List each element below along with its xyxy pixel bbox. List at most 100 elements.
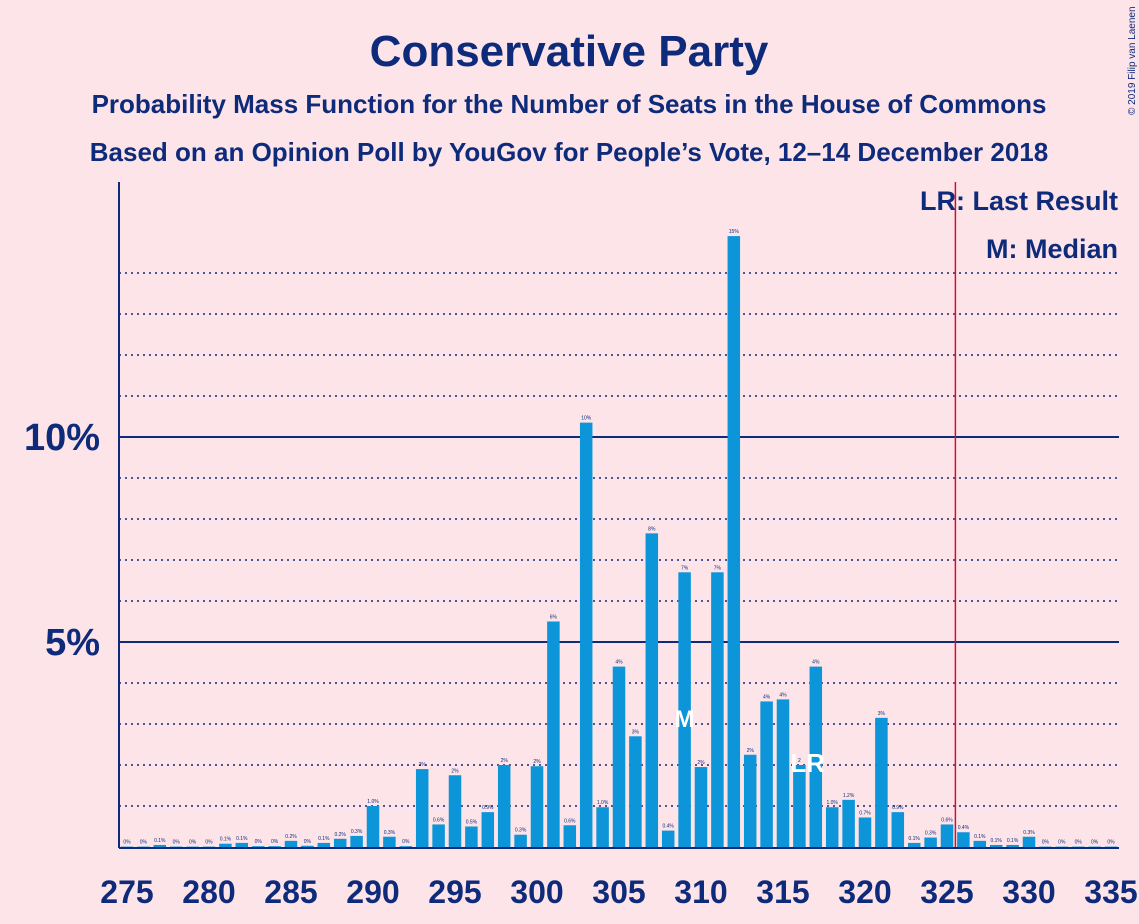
bar-286 (301, 845, 314, 847)
bar-323 (907, 842, 921, 847)
bar-314 (760, 701, 773, 847)
bar-label-295: 2% (451, 768, 459, 774)
bar-label-327: 0.1% (974, 834, 986, 840)
bar-label-300: 2% (533, 759, 541, 765)
bar-label-284: 0% (271, 839, 279, 845)
bar-label-293: 2% (419, 762, 427, 768)
bar-327 (973, 840, 987, 847)
x-tick-325: 325 (920, 874, 973, 910)
bar-282 (235, 842, 249, 847)
bar-293 (415, 769, 429, 847)
bar-316 (793, 765, 806, 847)
x-tick-275: 275 (100, 874, 153, 910)
bar-label-297: 0.9% (482, 805, 494, 811)
bar-label-294: 0.6% (433, 817, 445, 823)
x-tick-310: 310 (674, 874, 727, 910)
bar-label-303: 10% (581, 416, 592, 422)
bar-label-317: 4% (812, 660, 820, 666)
bar-label-275: 0% (123, 840, 131, 846)
bar-label-329: 0.1% (1007, 838, 1019, 844)
bar-label-330: 0.3% (1023, 830, 1035, 836)
bar-287 (317, 842, 331, 847)
bar-label-324: 0.3% (925, 831, 937, 837)
legend-median: M: Median (986, 234, 1118, 264)
bar-307 (645, 533, 659, 847)
bar-295 (448, 775, 462, 847)
bar-label-310: 2% (697, 760, 705, 766)
x-tick-labels: 275 280 285 290 295 300 305 310 315 320 325 330 335 (100, 874, 1137, 910)
bar-label-307: 8% (648, 526, 656, 532)
y-tick-5: 5% (45, 622, 100, 664)
bar-label-278: 0% (173, 840, 181, 846)
x-tick-290: 290 (346, 874, 399, 910)
bar-label-302: 0.6% (564, 818, 576, 824)
markers: M LR (675, 182, 957, 848)
bar-304 (596, 807, 609, 847)
chart-title: Conservative Party (370, 27, 769, 76)
bar-288 (333, 838, 347, 847)
bar-label-288: 0.2% (334, 832, 346, 838)
bar-label-292: 0% (402, 839, 410, 845)
bar-label-333: 0% (1075, 840, 1083, 846)
bar-318 (825, 807, 839, 847)
bar-label-308: 0.4% (662, 824, 674, 830)
bar-317 (809, 666, 823, 847)
bar-label-325: 0.6% (941, 817, 953, 823)
bar-303 (579, 422, 593, 847)
bar-label-304: 1.0% (597, 800, 609, 806)
x-tick-330: 330 (1002, 874, 1055, 910)
bar-324 (924, 837, 937, 847)
bar-326 (957, 832, 970, 847)
bar-label-334: 0% (1091, 840, 1099, 846)
bar-297 (481, 812, 495, 847)
bar-label-318: 1.0% (826, 800, 838, 806)
bar-298 (497, 765, 511, 847)
bar-289 (350, 835, 363, 847)
bar-label-319: 1.2% (843, 793, 855, 799)
bar-label-291: 0.3% (384, 830, 396, 836)
bar-325 (940, 824, 954, 847)
bar-label-276: 0% (140, 840, 148, 846)
x-tick-295: 295 (428, 874, 481, 910)
bar-330 (1022, 836, 1036, 847)
chart-subtitle: Probability Mass Function for the Number… (92, 89, 1047, 119)
chart-subtitle-2: Based on an Opinion Poll by YouGov for P… (90, 137, 1048, 167)
bar-label-296: 0.5% (466, 820, 478, 826)
bar-label-314: 4% (763, 694, 771, 700)
bar-label-311: 7% (714, 565, 722, 571)
bar-302 (563, 825, 577, 847)
bar-296 (465, 826, 478, 847)
bar-label-289: 0.3% (351, 829, 363, 835)
bar-label-283: 0% (255, 839, 263, 845)
bar-328 (989, 844, 1003, 847)
bar-label-301: 6% (550, 615, 558, 621)
y-tick-labels: 5% 10% (24, 417, 100, 664)
bar-label-290: 1.0% (367, 799, 379, 805)
bar-311 (711, 572, 724, 847)
bar-label-306: 3% (632, 729, 640, 735)
bar-label-280: 0% (205, 840, 213, 846)
bar-label-322: 0.9% (892, 805, 904, 811)
bar-label-331: 0% (1042, 840, 1050, 846)
bar-label-315: 4% (779, 692, 787, 698)
bar-301 (547, 621, 560, 847)
bar-label-299: 0.3% (515, 828, 527, 834)
x-tick-285: 285 (264, 874, 317, 910)
bar-321 (875, 717, 888, 847)
x-tick-305: 305 (592, 874, 645, 910)
bar-label-279: 0% (189, 840, 197, 846)
bar-label-335: 0% (1107, 840, 1115, 846)
bar-label-282: 0.1% (236, 836, 248, 842)
bar-299 (514, 834, 527, 847)
bar-label-286: 0% (304, 839, 312, 845)
median-marker: M (675, 706, 695, 733)
bar-292 (399, 846, 413, 847)
bar-284 (268, 846, 281, 847)
bar-322 (891, 812, 905, 847)
bar-label-313: 2% (747, 748, 755, 754)
bar-label-312: 15% (729, 229, 740, 235)
bar-label-305: 4% (615, 660, 623, 666)
bar-313 (743, 754, 757, 847)
bar-305 (612, 666, 626, 847)
